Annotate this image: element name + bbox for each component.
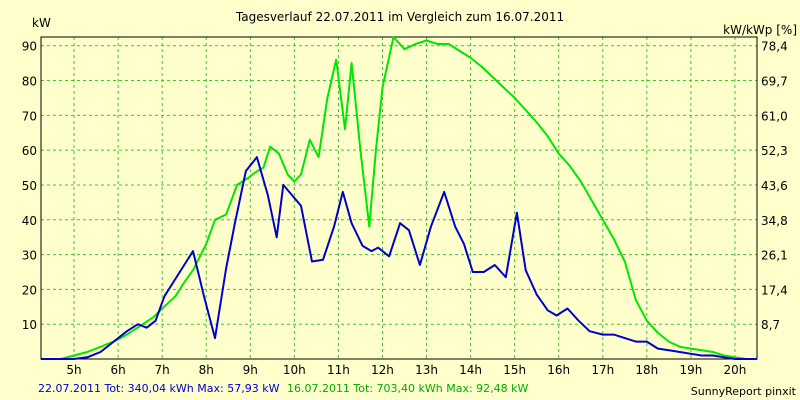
plot-frame: [40, 36, 758, 360]
x-tick-label: 17h: [591, 363, 614, 377]
x-tick-label: 20h: [724, 363, 747, 377]
footer-green-summary: 16.07.2011 Tot: 703,40 kWh Max: 92,48 kW: [287, 382, 529, 395]
y-tick-label-left: 80: [22, 75, 37, 89]
y-tick-label-right: 34,8: [761, 214, 788, 228]
x-tick-label: 10h: [283, 363, 306, 377]
y-tick-label-right: 17,4: [761, 283, 788, 297]
y-axis-label-right: kW/kWp [%]: [723, 23, 797, 37]
y-tick-label-left: 10: [22, 318, 37, 332]
y-tick-label-right: 69,7: [761, 75, 788, 89]
y-ticks-right: 8,7 17,4 26,1 34,8 43,6 52,3 61,0 69,7 78,4: [761, 40, 788, 332]
x-tick-label: 9h: [243, 363, 258, 377]
grid: [41, 37, 757, 359]
y-tick-label-left: 50: [22, 179, 37, 193]
y-tick-label-right: 61,0: [761, 109, 788, 123]
y-tick-label-left: 60: [22, 144, 37, 158]
y-tick-label-left: 90: [22, 40, 37, 54]
x-ticks: 5h 6h 7h 8h 9h 10h 11h 12h 13h 14h 15h 16h 17h 18h 19h…: [66, 363, 746, 377]
x-tick-label: 16h: [547, 363, 570, 377]
x-tick-label: 5h: [66, 363, 81, 377]
x-tick-label: 7h: [155, 363, 170, 377]
series-line-16-07-2011: [41, 36, 757, 360]
y-tick-label-right: 52,3: [761, 144, 788, 158]
series-line-22-07-2011: [41, 156, 757, 360]
y-tick-label-left: 30: [22, 249, 37, 263]
x-tick-label: 19h: [679, 363, 702, 377]
footer-summary: 22.07.2011 Tot: 340,04 kWh Max: 57,93 kW…: [38, 382, 529, 395]
x-tick-label: 12h: [371, 363, 394, 377]
x-tick-label: 14h: [459, 363, 482, 377]
footer-credit: SunnyReport pinxit: [691, 385, 797, 398]
footer-blue-summary: 22.07.2011 Tot: 340,04 kWh Max: 57,93 kW: [38, 382, 280, 395]
y-tick-label-right: 8,7: [761, 318, 780, 332]
chart-title: Tagesverlauf 22.07.2011 im Vergleich zum…: [235, 10, 564, 24]
y-tick-label-left: 20: [22, 283, 37, 297]
series-layer: [41, 36, 757, 360]
x-tick-label: 13h: [415, 363, 438, 377]
x-tick-label: 6h: [110, 363, 125, 377]
x-tick-label: 11h: [327, 363, 350, 377]
x-tick-label: 15h: [503, 363, 526, 377]
x-tick-label: 8h: [199, 363, 214, 377]
y-tick-label-left: 40: [22, 214, 37, 228]
x-tick-label: 18h: [635, 363, 658, 377]
y-tick-label-right: 26,1: [761, 249, 788, 263]
y-tick-label-right: 78,4: [761, 40, 788, 54]
y-tick-label-left: 70: [22, 109, 37, 123]
y-tick-label-right: 43,6: [761, 179, 788, 193]
y-axis-label-left: kW: [32, 16, 51, 30]
y-ticks-left: 10 20 30 40 50 60 70 80 90: [22, 40, 37, 332]
